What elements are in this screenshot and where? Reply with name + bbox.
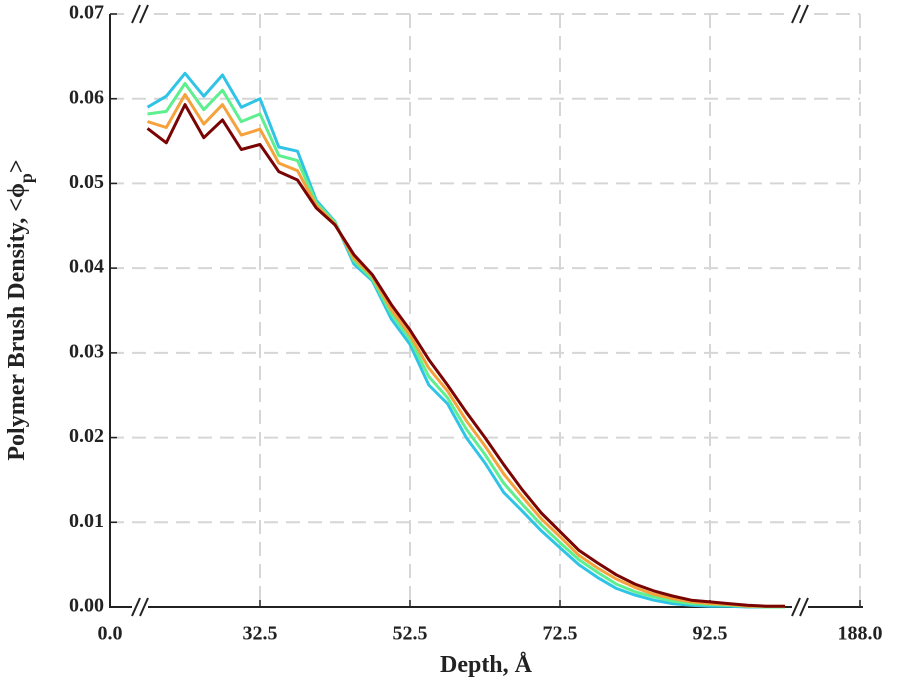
- axis-frame: [109, 14, 863, 608]
- y-tick-label: 0.02: [69, 425, 104, 447]
- y-tick-label: 0.06: [69, 86, 104, 108]
- axis-break-gap: [132, 597, 148, 617]
- y-tick-label: 0.07: [69, 2, 104, 24]
- x-tick-label: 188.0: [838, 623, 883, 645]
- y-tick-label: 0.03: [69, 340, 104, 362]
- axis-break: [131, 4, 141, 24]
- data-line: [146, 71, 785, 609]
- x-tick-label: 52.5: [393, 623, 428, 645]
- axis-break-gap: [792, 4, 808, 24]
- x-tick-label: 0.0: [98, 623, 123, 645]
- axis-break: [139, 597, 149, 617]
- data-line: [147, 93, 785, 608]
- x-tick-label: 72.5: [543, 623, 578, 645]
- y-tick-label: 0.00: [69, 595, 104, 617]
- axis-break: [131, 597, 141, 617]
- axis-break-gap: [132, 4, 148, 24]
- axis-break: [139, 4, 149, 24]
- data-line: [146, 103, 785, 608]
- x-tick-label: 32.5: [243, 623, 278, 645]
- axis-break: [791, 597, 801, 617]
- axis-break-gap: [792, 597, 808, 617]
- y-axis-label: Polymer Brush Density, <ϕp>: [4, 159, 36, 460]
- y-axis-label-suffix: >: [4, 159, 30, 173]
- x-axis-label: Depth, Å: [440, 652, 533, 678]
- y-tick-label: 0.04: [69, 256, 104, 278]
- y-axis-label-subscript: p: [16, 173, 36, 183]
- axis-break: [799, 4, 809, 24]
- y-axis-label-text: Polymer Brush Density, <ϕ: [4, 183, 30, 461]
- y-tick-label: 0.01: [69, 510, 104, 532]
- data-line: [147, 82, 785, 609]
- x-tick-label: 92.5: [693, 623, 728, 645]
- y-tick-label: 0.05: [69, 171, 104, 193]
- axis-break: [791, 4, 801, 24]
- axis-break: [799, 597, 809, 617]
